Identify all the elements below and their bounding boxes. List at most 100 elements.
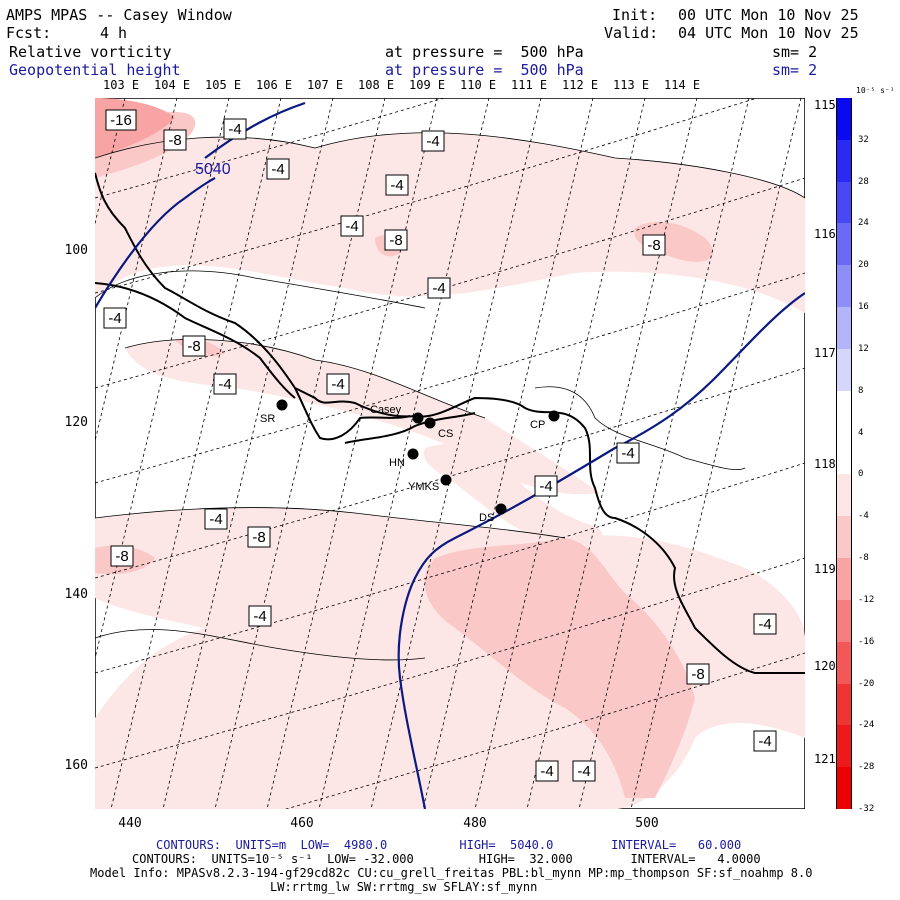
svg-text:-4: -4	[253, 608, 266, 625]
longitude-line	[630, 98, 802, 809]
contour-value-label: -4	[427, 277, 451, 299]
station-dot[interactable]	[412, 412, 424, 424]
colorbar-label: -12	[858, 594, 875, 605]
longitude-line	[95, 98, 126, 226]
station-label: Casey	[370, 404, 402, 416]
field2-level: at pressure = 500 hPa	[385, 61, 584, 79]
contour-value-label: -4	[223, 118, 247, 140]
colorbar-label: 32	[858, 134, 869, 145]
contour-value-label: -8	[642, 234, 666, 256]
contour-value-label: -4	[572, 760, 596, 782]
contour-value-label: -4	[248, 605, 272, 627]
colorbar-unit: 10⁻⁵ s⁻¹	[856, 86, 895, 95]
contour-value-label: -4	[616, 442, 640, 464]
colorbar-label: -16	[858, 636, 875, 647]
colorbar-segment	[836, 558, 852, 601]
field1-smoothing: sm= 2	[772, 43, 818, 61]
longitude-label: 107 E	[307, 78, 344, 92]
longitude-label: 109 E	[409, 78, 446, 92]
longitude-line	[162, 98, 334, 809]
colorbar-label: 8	[858, 385, 864, 396]
colorbar-label: 24	[858, 218, 869, 229]
station-label: HN	[389, 457, 405, 469]
init-label: Init:	[612, 6, 658, 24]
longitude-line	[318, 98, 490, 809]
colorbar-segment	[836, 223, 852, 266]
svg-text:-8: -8	[389, 232, 402, 249]
longitude-label: 113 E	[613, 78, 650, 92]
colorbar-label: 0	[858, 469, 864, 480]
svg-text:-8: -8	[691, 666, 704, 683]
svg-text:-8: -8	[647, 237, 660, 254]
field2-name: Geopotential height	[9, 61, 181, 79]
colorbar-segment	[836, 767, 852, 810]
footer-model-info-2: LW:rrtmg_lw SW:rrtmg_sw SFLAY:sf_mynn	[270, 880, 538, 894]
longitude-label: 104 E	[154, 78, 191, 92]
longitude-label: 103 E	[103, 78, 140, 92]
colorbar-segment	[836, 474, 852, 517]
contour-value-label: -8	[686, 663, 710, 685]
svg-text:-4: -4	[108, 310, 121, 327]
colorbar-segment	[836, 516, 852, 559]
contour-value-label: -4	[535, 760, 559, 782]
neg-vorticity-region	[424, 538, 695, 798]
station-dot[interactable]	[548, 410, 560, 422]
height-contour-label: 5040	[195, 161, 231, 178]
contour-value-label: -4	[340, 215, 364, 237]
longitude-label: 111 E	[511, 78, 548, 92]
longitude-line	[474, 98, 646, 809]
colorbar-label: -32	[858, 804, 875, 814]
contour-value-label: -4	[534, 475, 558, 497]
contour-labels: -16 -8 -4 -4 -4 -4 -4 -8 -8 -4 -4 -8 -4 -4 -4 -4 -4 -8 -8 -…	[103, 109, 777, 782]
neg-vorticity-region	[424, 444, 604, 552]
longitude-line	[95, 98, 178, 443]
y-tick-label: 120	[64, 415, 88, 430]
contour-value-label: -16	[105, 109, 137, 131]
longitude-label: 105 E	[205, 78, 242, 92]
svg-text:-8: -8	[187, 338, 200, 355]
svg-text:-4: -4	[228, 121, 241, 138]
colorbar-segment	[836, 641, 852, 685]
svg-text:-4: -4	[331, 376, 344, 393]
svg-text:-4: -4	[758, 616, 771, 633]
colorbar-label: 16	[858, 302, 869, 313]
forecast-label: Fcst:	[6, 24, 52, 42]
contour-value-label: -4	[204, 508, 228, 530]
longitude-label: 112 E	[562, 78, 599, 92]
colorbar-segment	[836, 390, 852, 434]
station-label: DS	[479, 512, 494, 524]
station-dot[interactable]	[424, 417, 436, 429]
svg-text:-4: -4	[432, 280, 445, 297]
longitude-line	[422, 98, 594, 809]
station-label: CP	[530, 419, 545, 431]
longitude-line	[578, 98, 750, 809]
svg-text:-4: -4	[209, 511, 222, 528]
colorbar-label: 28	[858, 176, 869, 187]
contour-value-label: -8	[182, 335, 206, 357]
contour-value-label: -4	[103, 307, 127, 329]
geopotential-contours	[95, 101, 805, 809]
station-dot[interactable]	[495, 503, 507, 515]
colorbar-label: 20	[858, 260, 869, 271]
station-label: YMKS	[408, 481, 439, 493]
longitude-label: 110 E	[460, 78, 497, 92]
svg-text:-16: -16	[110, 112, 132, 129]
station-dot[interactable]	[276, 399, 288, 411]
svg-text:-4: -4	[539, 478, 552, 495]
contour-value-label: -8	[384, 229, 408, 251]
colorbar-label: -28	[858, 762, 875, 773]
contour-value-label: -4	[213, 373, 237, 395]
longitude-label: 108 E	[358, 78, 395, 92]
station-dot[interactable]	[440, 474, 452, 486]
colorbar-label: 4	[858, 427, 864, 438]
footer-model-info: Model Info: MPASv8.2.3-194-gf29cd82c CU:…	[90, 866, 813, 880]
contour-value-label: -4	[753, 613, 777, 635]
contour-value-label: -4	[326, 373, 350, 395]
contour-value-label: -8	[110, 545, 134, 567]
colorbar-segment	[836, 98, 852, 141]
station-dot[interactable]	[407, 448, 419, 460]
field2-smoothing: sm= 2	[772, 61, 818, 79]
longitude-line	[266, 98, 438, 809]
